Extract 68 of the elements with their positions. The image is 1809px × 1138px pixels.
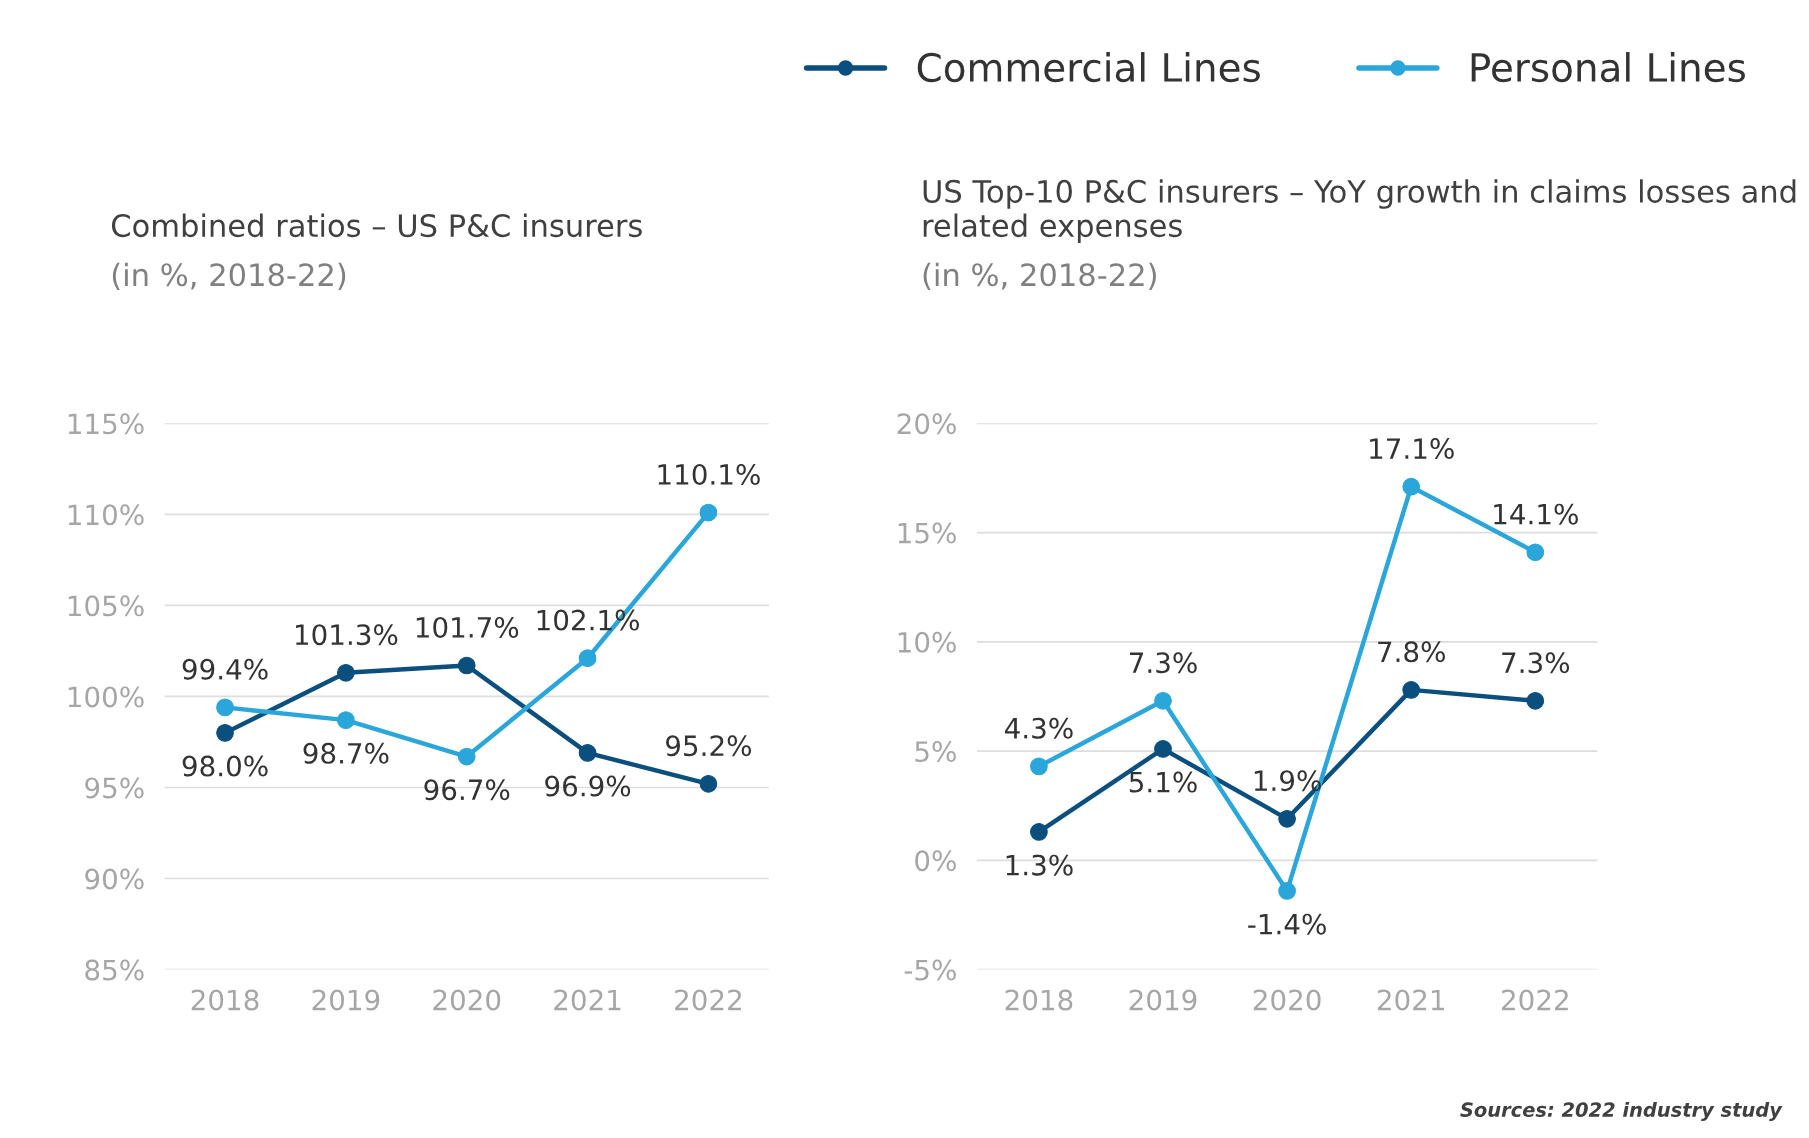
- data-label: 96.9%: [545, 775, 631, 797]
- y-tick-label: 0%: [915, 850, 956, 872]
- data-label: 17.1%: [1370, 438, 1454, 460]
- x-tick-label: 2022: [1501, 989, 1568, 1011]
- point: [1278, 809, 1296, 828]
- chart-subtitle: (in %, 2018-22): [923, 262, 1156, 290]
- data-label: 98.7%: [303, 742, 389, 764]
- y-tick-label: 110%: [68, 504, 144, 526]
- point: [1402, 477, 1421, 496]
- point: [337, 711, 355, 729]
- y-tick-label: 90%: [85, 868, 144, 890]
- y-tick-label: 105%: [68, 595, 144, 617]
- data-label: 7.8%: [1378, 641, 1445, 663]
- y-tick-label: 5%: [915, 741, 956, 763]
- y-tick-label: 10%: [898, 631, 956, 653]
- point: [1030, 757, 1048, 776]
- y-tick-label: 100%: [68, 686, 144, 708]
- source-note: Sources: 2022 industry study: [1460, 1101, 1783, 1121]
- data-label: 101.7%: [416, 616, 519, 638]
- data-label: 4.3%: [1004, 717, 1073, 739]
- data-label: 101.3%: [295, 624, 398, 646]
- point: [1154, 740, 1172, 758]
- x-tick-label: 2020: [1253, 989, 1321, 1011]
- data-label: 96.7%: [424, 779, 510, 801]
- legend-label: Personal Lines: [1471, 52, 1745, 83]
- x-tick-label: 2020: [433, 989, 501, 1011]
- point: [457, 656, 476, 675]
- data-label: 14.1%: [1494, 503, 1578, 525]
- point: [1526, 543, 1545, 562]
- point: [1402, 681, 1421, 699]
- data-label: 7.3%: [1502, 652, 1570, 674]
- chart-title: Combined ratios – US P&C insurers: [111, 213, 642, 238]
- x-tick-label: 2019: [312, 989, 380, 1011]
- data-label: 110.1%: [658, 463, 760, 485]
- y-tick-label: 85%: [85, 959, 144, 981]
- point: [1526, 691, 1545, 710]
- y-tick-label: 20%: [897, 413, 956, 435]
- chart-subtitle: (in %, 2018-22): [112, 262, 346, 290]
- y-tick-label: 115%: [68, 413, 144, 435]
- x-tick-label: 2021: [554, 989, 621, 1011]
- point: [457, 747, 476, 766]
- y-tick-label: -5%: [904, 959, 956, 981]
- point: [1030, 823, 1048, 841]
- y-tick-label: 15%: [898, 522, 956, 544]
- point: [578, 744, 597, 762]
- point: [699, 503, 718, 522]
- point: [337, 663, 355, 682]
- data-label: 98.0%: [182, 755, 268, 777]
- point: [216, 698, 234, 717]
- chart-title: US Top-10 P&C insurers – YoY growth in claims losses and related expenses: [923, 179, 1796, 244]
- point: [699, 775, 718, 793]
- data-label: -1.4%: [1248, 913, 1326, 935]
- legend-label: Commercial Lines: [917, 52, 1260, 83]
- data-label: 1.3%: [1006, 854, 1073, 876]
- point: [578, 649, 597, 668]
- x-tick-label: 2019: [1129, 989, 1197, 1011]
- point: [1278, 882, 1296, 900]
- data-label: 95.2%: [666, 735, 751, 757]
- x-tick-label: 2022: [675, 989, 741, 1011]
- y-tick-label: 95%: [85, 777, 144, 799]
- point: [1154, 691, 1172, 710]
- data-label: 99.4%: [182, 658, 268, 680]
- data-label: 5.1%: [1129, 771, 1197, 793]
- point: [216, 724, 234, 742]
- x-tick-label: 2021: [1377, 989, 1444, 1011]
- x-tick-label: 2018: [1005, 989, 1073, 1011]
- data-label: 7.3%: [1130, 652, 1197, 674]
- x-tick-label: 2018: [191, 989, 259, 1011]
